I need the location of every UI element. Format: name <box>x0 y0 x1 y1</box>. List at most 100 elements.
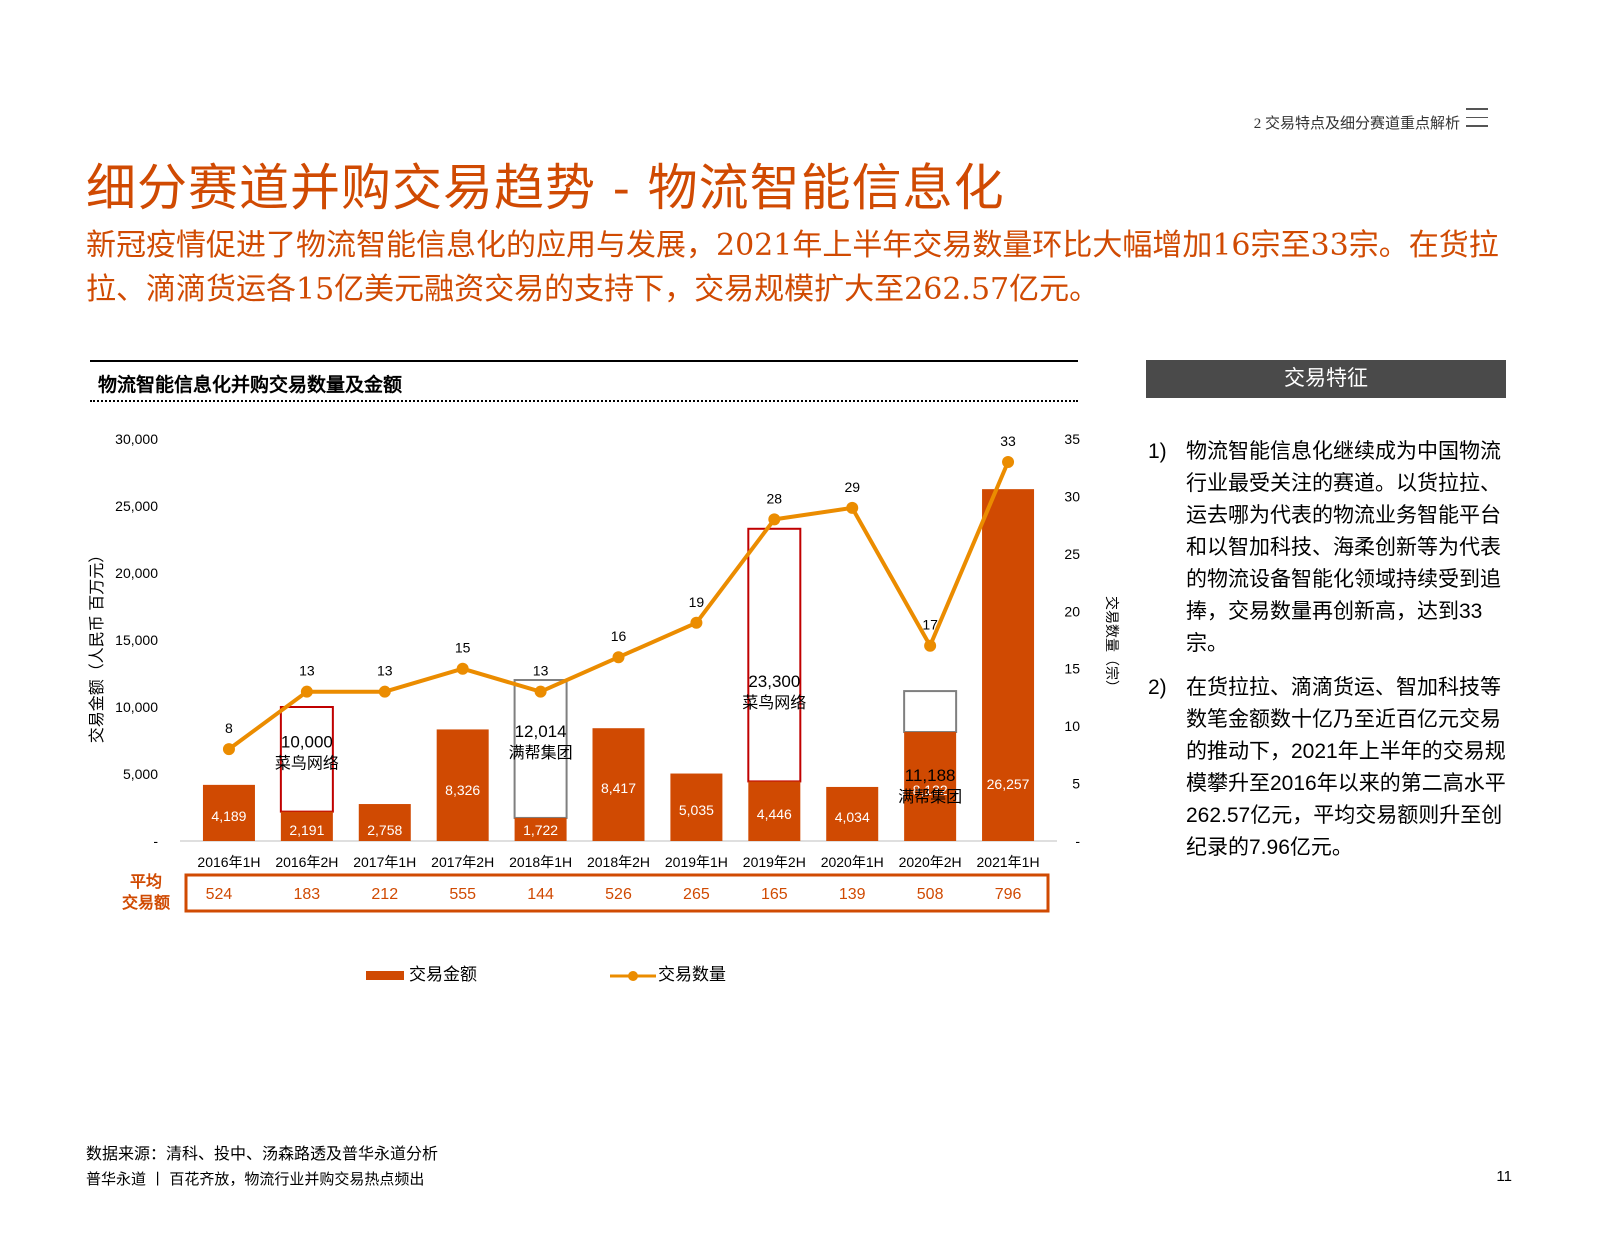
footer-brand: 普华永道 丨 百花齐放，物流行业并购交易热点频出 <box>86 1171 425 1188</box>
bar <box>826 786 879 841</box>
feature-number: 1) <box>1148 440 1167 463</box>
count-point <box>924 639 937 652</box>
y-tick-right: 5 <box>1072 776 1080 792</box>
avg-row-value: 165 <box>761 886 788 903</box>
page-number: 11 <box>1496 1168 1512 1185</box>
bar-value-label: 26,257 <box>987 776 1030 792</box>
y-tick-right: 10 <box>1064 718 1080 734</box>
y-axis-title-left: 交易金额（人民币 百万元） <box>88 547 106 743</box>
count-label: 28 <box>767 490 783 506</box>
count-point <box>222 743 235 756</box>
highlight-amount-label: 12,014 <box>515 722 567 741</box>
count-label: 13 <box>299 663 315 679</box>
feature-text: 在货拉拉、滴滴货运、智加科技等数笔金额数十亿乃至近百亿元交易的推动下，2021年… <box>1186 676 1506 859</box>
y-tick-left: 25,000 <box>115 498 158 514</box>
bar-value-label: 4,034 <box>835 809 870 825</box>
bar-value-label: 2,191 <box>289 822 324 838</box>
count-point <box>612 651 625 664</box>
x-tick-label: 2020年1H <box>821 854 884 870</box>
combo-chart: - 5,000 10,000 15,000 20,000 25,000 30,000 - 5 10… <box>88 431 1120 913</box>
count-label: 13 <box>377 663 393 679</box>
bar <box>358 804 411 841</box>
bar-value-label: 1,722 <box>523 822 558 838</box>
count-label: 17 <box>922 617 938 633</box>
count-label: 16 <box>611 628 627 644</box>
count-point <box>378 685 391 698</box>
count-point <box>690 616 703 629</box>
count-point <box>456 662 469 675</box>
highlight-company-label: 满帮集团 <box>509 744 573 762</box>
y-tick-left: 30,000 <box>115 431 158 447</box>
feature-text: 物流智能信息化继续成为中国物流行业最受关注的赛道。以货拉拉、运去哪为代表的物流业… <box>1186 440 1501 655</box>
avg-row-value: 212 <box>371 886 398 903</box>
count-label: 15 <box>455 640 471 656</box>
count-point <box>534 685 547 698</box>
chart-title: 物流智能信息化并购交易数量及金额 <box>98 375 403 396</box>
bar-value-label: 8,132 <box>913 782 948 798</box>
highlight-amount-label: 23,300 <box>748 672 800 691</box>
y-tick-right: 30 <box>1064 488 1080 504</box>
x-tick-label: 2018年1H <box>509 854 572 870</box>
bar-value-label: 4,446 <box>757 806 792 822</box>
page-subtitle: 新冠疫情促进了物流智能信息化的应用与发展，2021年上半年交易数量环比大幅增加1… <box>86 228 1499 307</box>
x-tick-label: 2017年2H <box>431 854 494 870</box>
y-tick-right: - <box>1075 833 1080 849</box>
avg-row-label: 平均 <box>130 872 162 891</box>
legend-label-amount: 交易金额 <box>409 965 477 984</box>
section-tag: 2 交易特点及细分赛道重点解析 <box>1253 116 1460 132</box>
highlight-box <box>903 690 958 734</box>
page-title: 细分赛道并购交易趋势 - 物流智能信息化 <box>86 159 1005 217</box>
y-tick-left: 5,000 <box>123 766 158 782</box>
y-tick-right: 15 <box>1064 661 1080 677</box>
bar <box>436 729 489 841</box>
x-tick-label: 2020年2H <box>899 854 962 870</box>
avg-row-value: 524 <box>206 886 233 903</box>
feature-item-2: 2) 在货拉拉、滴滴货运、智加科技等数笔金额数十亿乃至近百亿元交易的推动下，20… <box>1148 672 1508 864</box>
x-tick-label: 2016年1H <box>197 854 260 870</box>
x-tick-label: 2019年1H <box>665 854 728 870</box>
count-label: 29 <box>844 479 860 495</box>
count-point <box>846 501 859 514</box>
avg-row-value: 555 <box>449 886 476 903</box>
bar-value-label: 2,758 <box>367 822 402 838</box>
highlight-box <box>747 527 802 783</box>
avg-row-value: 139 <box>839 886 866 903</box>
bar-value-label: 5,035 <box>679 802 714 818</box>
y-tick-right: 35 <box>1064 431 1080 447</box>
bar <box>904 732 957 841</box>
x-tick-label: 2021年1H <box>977 854 1040 870</box>
x-tick-label: 2019年2H <box>743 854 806 870</box>
y-tick-left: 20,000 <box>115 565 158 581</box>
bar-value-label: 8,417 <box>601 780 636 796</box>
avg-row-value: 265 <box>683 886 710 903</box>
panel-header: 交易特征 <box>1146 360 1506 398</box>
count-point <box>768 513 781 526</box>
bar <box>592 728 645 841</box>
avg-row-value: 796 <box>995 886 1022 903</box>
bar <box>514 817 567 841</box>
feature-number: 2) <box>1148 676 1167 699</box>
bar <box>670 773 723 841</box>
feature-list: 1) 物流智能信息化继续成为中国物流行业最受关注的赛道。以货拉拉、运去哪为代表的… <box>1148 436 1508 876</box>
bar <box>748 781 801 841</box>
count-label: 19 <box>689 594 705 610</box>
count-label: 33 <box>1000 433 1016 449</box>
x-tick-label: 2017年1H <box>353 854 416 870</box>
x-tick-label: 2018年2H <box>587 854 650 870</box>
legend-label-count: 交易数量 <box>658 965 726 984</box>
avg-row-value: 508 <box>917 886 944 903</box>
avg-row-value: 144 <box>527 886 554 903</box>
bar-value-label: 4,189 <box>211 808 246 824</box>
chart-title-bar: 物流智能信息化并购交易数量及金额 <box>90 360 1078 402</box>
avg-row-label: 交易额 <box>122 893 170 912</box>
highlight-company-label: 菜鸟网络 <box>275 753 339 772</box>
bar <box>982 489 1035 841</box>
bar <box>202 784 255 841</box>
count-series-line <box>227 461 1010 751</box>
y-tick-left: 15,000 <box>115 632 158 648</box>
highlight-box <box>513 679 568 819</box>
bar <box>280 811 333 841</box>
bar-value-label: 8,326 <box>445 782 480 798</box>
menu-icon[interactable] <box>1466 108 1488 128</box>
y-tick-right: 20 <box>1064 603 1080 619</box>
